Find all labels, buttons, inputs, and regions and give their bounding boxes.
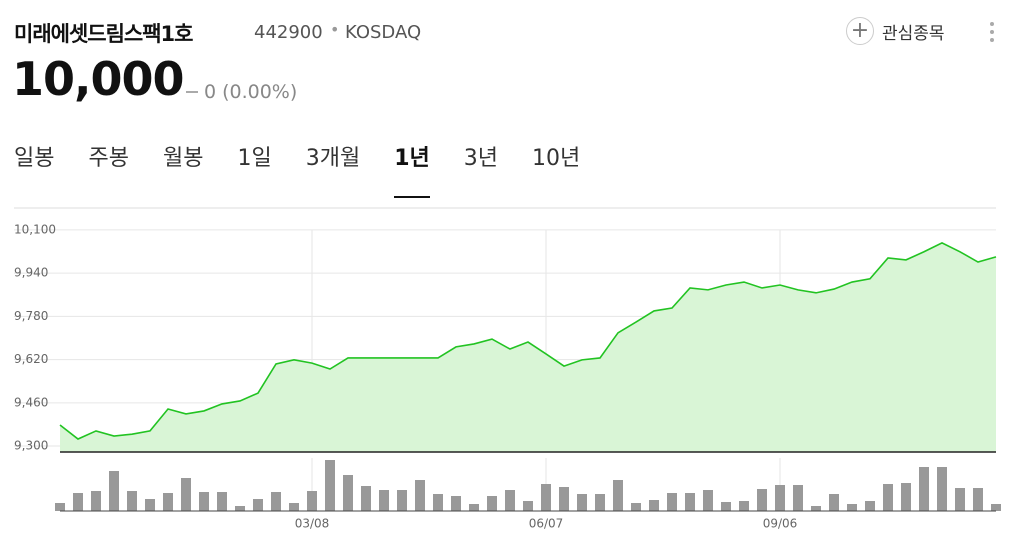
volume-bar: [73, 493, 83, 511]
y-tick-label: 9,300: [14, 439, 48, 453]
market: KOSDAQ: [345, 22, 422, 43]
volume-bar: [451, 496, 461, 511]
volume-bar: [181, 478, 191, 511]
volume-bar: [865, 501, 875, 511]
period-tab[interactable]: 주봉: [88, 146, 129, 171]
volume-bar: [847, 504, 857, 511]
volume-bar: [721, 502, 731, 511]
volume-bar: [811, 506, 821, 511]
x-tick-label: 03/08: [295, 517, 330, 531]
volume-bar: [307, 491, 317, 511]
volume-bar: [739, 501, 749, 511]
volume-bar: [397, 490, 407, 511]
volume-bar: [325, 460, 335, 511]
stock-name: 미래에셋드림스팩1호: [14, 22, 193, 46]
volume-bar: [631, 503, 641, 511]
volume-bar: [433, 494, 443, 511]
change-value: 0: [204, 81, 217, 103]
volume-bar: [217, 492, 227, 511]
price-line: [59, 241, 997, 440]
volume-bar: [55, 503, 65, 511]
y-tick-label: 9,620: [14, 352, 48, 366]
volume-bar: [253, 499, 263, 511]
y-tick-label: 10,100: [14, 222, 56, 236]
volume-bar: [199, 492, 209, 511]
volume-bar: [991, 504, 1001, 511]
y-tick-label: 9,460: [14, 395, 48, 409]
price: 10,000: [12, 52, 185, 106]
separator: •: [330, 20, 340, 39]
volume-bar: [343, 475, 353, 511]
period-tabs: 일봉 주봉 월봉 1일 3개월 1년 3년 10년: [14, 140, 614, 198]
plus-icon: +: [846, 17, 874, 45]
period-tab[interactable]: 월봉: [162, 146, 204, 171]
volume-bar: [775, 485, 785, 511]
volume-bar: [685, 493, 695, 511]
period-tab[interactable]: 3개월: [305, 146, 361, 171]
volume-bar: [901, 483, 911, 511]
period-tab[interactable]: 10년: [532, 146, 581, 171]
volume-bar: [613, 480, 623, 511]
volume-bar: [559, 487, 569, 511]
volume-bar: [523, 501, 533, 511]
volume-bar: [163, 493, 173, 511]
volume-bar: [361, 486, 371, 511]
x-tick-label: 06/07: [529, 517, 564, 531]
more-menu[interactable]: [990, 22, 996, 46]
watch-label: 관심종목: [882, 23, 945, 44]
period-tab[interactable]: 일봉: [14, 146, 55, 171]
volume-bar: [235, 506, 245, 511]
volume-bar: [919, 467, 929, 511]
volume-bar: [937, 467, 947, 511]
volume-bar: [91, 491, 101, 511]
change-pct: (0.00%): [222, 81, 298, 103]
period-tab[interactable]: 1일: [237, 146, 272, 171]
volume-bar: [667, 493, 677, 511]
volume-bar: [505, 490, 515, 511]
volume-bar: [883, 484, 893, 511]
volume-bar: [487, 496, 497, 511]
stock-code: 442900: [254, 22, 323, 43]
flat-icon: [186, 91, 198, 93]
volume-bar: [973, 488, 983, 511]
volume-bar: [757, 489, 767, 511]
volume-bar: [793, 485, 803, 511]
volume-bar: [703, 490, 713, 511]
y-tick-label: 9,780: [14, 309, 48, 323]
area: [60, 242, 996, 452]
volume-bar: [271, 492, 281, 511]
watch-button[interactable]: + 관심종목: [846, 15, 945, 47]
period-tab[interactable]: 1년: [394, 140, 430, 198]
volume-bar: [415, 480, 425, 511]
volume-bar: [649, 500, 659, 511]
volume-bar: [829, 494, 839, 511]
volume-bar: [379, 490, 389, 511]
volume-bar: [127, 491, 137, 511]
y-tick-label: 9,940: [14, 266, 48, 280]
volume-bar: [109, 471, 119, 511]
volume-bar: [577, 494, 587, 511]
change: 0 (0.00%): [186, 81, 297, 103]
period-tab[interactable]: 3년: [463, 146, 498, 171]
volume-bar: [541, 484, 551, 511]
volume-bar: [145, 499, 155, 511]
volume-bar: [289, 503, 299, 511]
volume-bar: [955, 488, 965, 511]
volume-bar: [595, 494, 605, 511]
x-tick-label: 09/06: [763, 517, 798, 531]
volume-bar: [469, 504, 479, 511]
